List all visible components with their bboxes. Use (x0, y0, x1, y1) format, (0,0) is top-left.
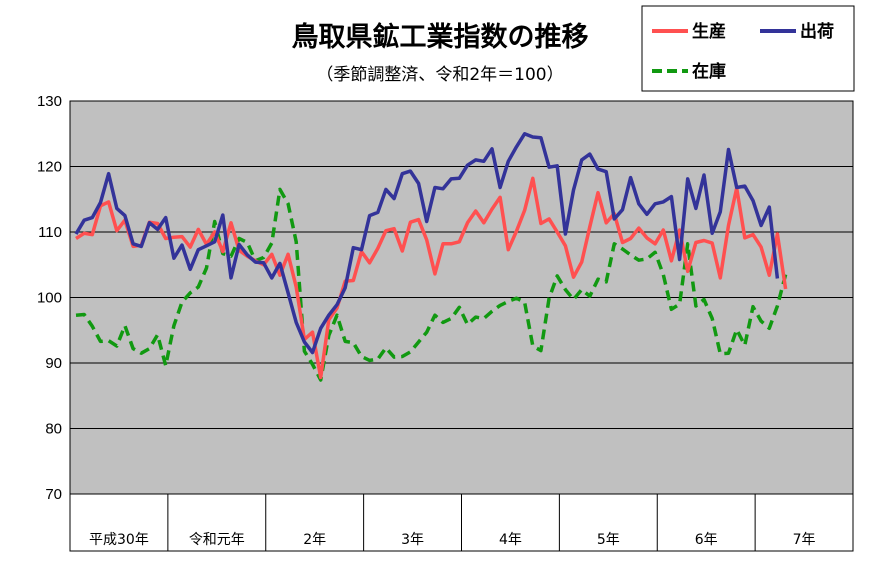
series-lines (74, 132, 788, 382)
category-label: 4年 (499, 532, 522, 548)
series-line-production (75, 176, 788, 380)
category-label: 7年 (793, 532, 816, 548)
category-label: 2年 (303, 532, 326, 548)
category-label: 5年 (597, 532, 620, 548)
legend: 生産 出荷 在庫 (641, 5, 855, 92)
y-tick-label: 70 (45, 486, 62, 503)
y-tick-label: 80 (45, 421, 62, 438)
y-tick-label: 110 (38, 224, 62, 241)
series-line-shipment (74, 132, 780, 355)
legend-box (641, 5, 855, 92)
category-label: 令和元年 (189, 532, 245, 548)
legend-label-inventory: 在庫 (692, 61, 726, 82)
category-label: 平成30年 (89, 532, 149, 548)
series-line-inventory (75, 187, 788, 382)
category-labels: 平成30年 令和元年 2年 3年 4年 5年 6年 7年 (89, 532, 816, 548)
y-tick-labels: 70 80 90 100 110 120 130 (37, 93, 62, 503)
category-label: 6年 (695, 532, 718, 548)
legend-label-production: 生産 (692, 21, 726, 42)
plot-border (69, 100, 854, 495)
y-tick-label: 130 (37, 93, 62, 110)
chart-subtitle: （季節調整済、令和2年＝100） (316, 65, 563, 85)
legend-label-shipment: 出荷 (800, 21, 834, 42)
y-tick-label: 100 (37, 290, 62, 307)
y-tick-label: 90 (45, 355, 62, 372)
chart-title: 鳥取県鉱工業指数の推移 (292, 21, 589, 53)
y-tick-label: 120 (37, 159, 62, 176)
category-label: 3年 (401, 532, 424, 548)
category-separators (167, 494, 756, 551)
